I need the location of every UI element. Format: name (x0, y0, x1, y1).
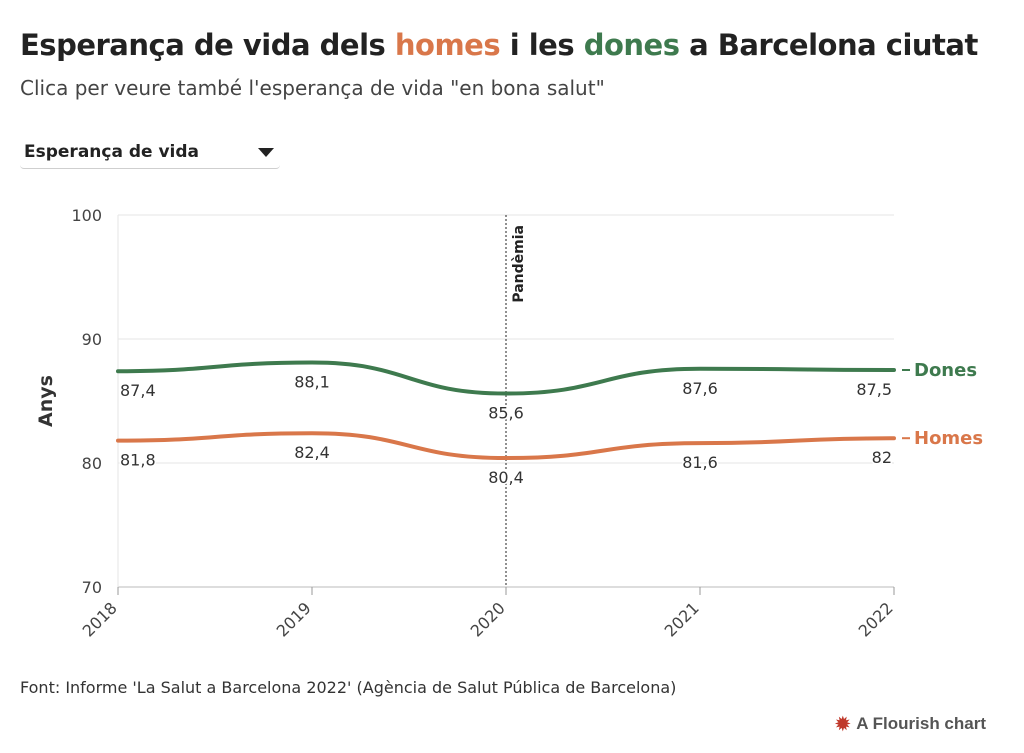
series-line-dones (116, 360, 896, 396)
series-end-label-homes: Homes (914, 428, 983, 449)
x-tick-label: 2020 (467, 598, 509, 640)
flourish-credit-label: A Flourish chart (856, 714, 986, 733)
source-note: Font: Informe 'La Salut a Barcelona 2022… (20, 678, 677, 697)
data-label: 88,1 (294, 373, 330, 392)
series-line-homes (116, 431, 896, 461)
data-label: 81,8 (120, 451, 156, 470)
x-tick-label: 2021 (661, 598, 703, 640)
y-tick-label: 70 (82, 578, 102, 597)
y-tick-label: 90 (82, 330, 102, 349)
data-label: 81,6 (682, 453, 718, 472)
title-part-1: Esperança de vida dels (20, 28, 395, 62)
data-label: 87,4 (120, 381, 156, 400)
flourish-star-icon: ✹ (835, 714, 851, 734)
y-axis-title: Anys (35, 375, 57, 427)
y-tick-label: 80 (82, 454, 102, 473)
title-women: dones (583, 28, 680, 62)
x-tick-label: 2022 (855, 598, 897, 640)
data-label: 82 (872, 448, 892, 467)
flourish-credit[interactable]: ✹ A Flourish chart (835, 714, 986, 734)
data-label: 85,6 (488, 404, 524, 423)
title-men: homes (394, 28, 501, 62)
dropdown-selected-value: Esperança de vida (24, 142, 200, 162)
metric-dropdown[interactable]: Esperança de vida (20, 138, 280, 169)
chevron-down-icon[interactable] (258, 148, 274, 157)
data-label: 87,6 (682, 379, 718, 398)
x-tick-label: 2019 (273, 598, 315, 640)
data-label: 82,4 (294, 443, 330, 462)
x-tick-label: 2018 (79, 598, 121, 640)
title-part-3: a Barcelona ciutat (679, 28, 978, 62)
data-label: 87,5 (856, 380, 892, 399)
line-chart: 70 80 90 100 2018 2019 2020 2021 2022 Anys Pandèmi… (35, 206, 983, 641)
title-part-2: i les (500, 28, 584, 62)
pandemic-label: Pandèmia (511, 225, 527, 303)
y-tick-label: 100 (71, 206, 102, 225)
series-end-label-dones: Dones (914, 360, 977, 381)
chart-title: Esperança de vida dels homes i les dones… (20, 28, 978, 62)
chart-subtitle: Clica per veure també l'esperança de vid… (20, 76, 605, 100)
data-label: 80,4 (488, 468, 524, 487)
